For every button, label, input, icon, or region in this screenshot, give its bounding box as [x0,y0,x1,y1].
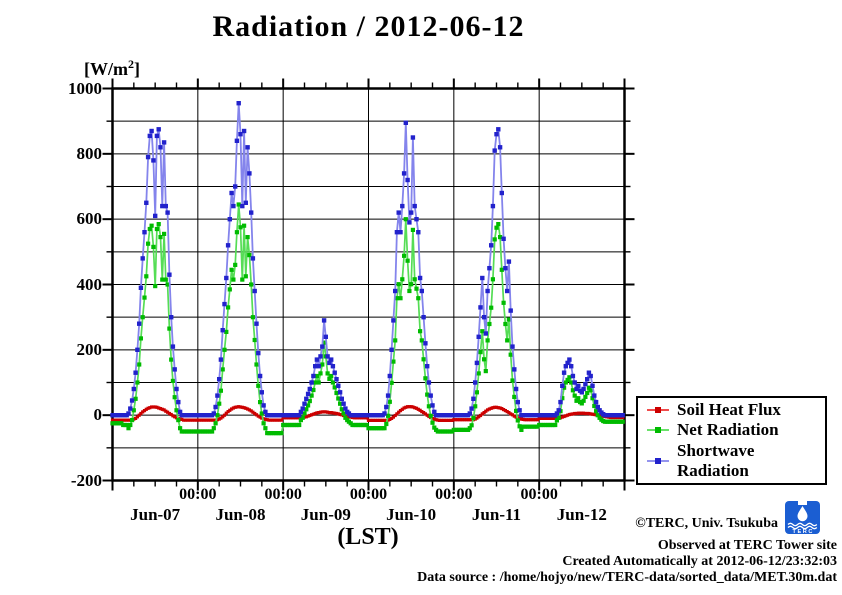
series-markers-shortwave-radiation [110,101,625,418]
y-tick-label: 600 [76,209,103,229]
unit-suffix: ] [134,59,140,79]
legend-label: Shortwave Radiation [677,440,755,480]
legend-label: Net Radiation [677,420,779,440]
x-day-label: Jun-10 [386,505,437,524]
series-line-shortwave-radiation [112,102,623,417]
unit-superscript: 2 [128,57,134,71]
footer-created-timestamp: Created Automatically at 2012-06-12/23:3… [562,554,837,569]
plot-border [111,87,626,482]
y-tick-label: 0 [93,405,103,425]
y-tick-label: 800 [76,143,103,163]
page-title: Radiation / 2012-06-12 [212,10,525,43]
terc-logo-text: T E R C [793,529,813,535]
legend-marker-icon [647,407,669,414]
footer-copyright: ©TERC, Univ. Tsukuba [635,516,778,531]
terc-logo-icon: T E R C [785,498,820,535]
legend-item-shortwave-radiation: Shortwave Radiation [638,441,825,481]
legend-item-soil-heat-flux: Soil Heat Flux [638,400,825,420]
footer-data-source: Data source : /home/hojyo/new/TERC-data/… [417,570,837,585]
x-day-label: Jun-12 [556,505,607,524]
x-tick-label: 00:00 [264,486,302,503]
x-axis-label: (LST) [337,524,399,550]
x-day-label: Jun-08 [215,505,266,524]
y-tick-label: 400 [76,274,103,294]
legend: Soil Heat Flux Net Radiation Shortwave Rad… [636,396,827,485]
unit-prefix: [W/m [84,59,128,79]
x-day-label: Jun-11 [471,505,522,524]
x-day-label: Jun-07 [130,505,181,524]
y-tick-label: 200 [76,339,103,359]
y-tick-label: 1000 [68,78,102,98]
y-tick-label: -200 [70,470,102,490]
legend-marker-icon [647,457,669,464]
legend-label: Soil Heat Flux [677,400,781,420]
series-markers-net-radiation [110,202,625,436]
series-line-net-radiation [112,203,623,434]
x-tick-label: 00:00 [435,486,473,503]
x-tick-label: 00:00 [520,486,558,503]
legend-marker-icon [647,427,669,434]
y-axis-unit-label: [W/m2] [84,57,140,80]
footer-observed-site: Observed at TERC Tower site [657,538,837,553]
legend-item-net-radiation: Net Radiation [638,420,825,440]
x-tick-label: 00:00 [349,486,388,503]
x-day-label: Jun-09 [300,505,351,524]
x-tick-label: 00:00 [179,486,217,503]
